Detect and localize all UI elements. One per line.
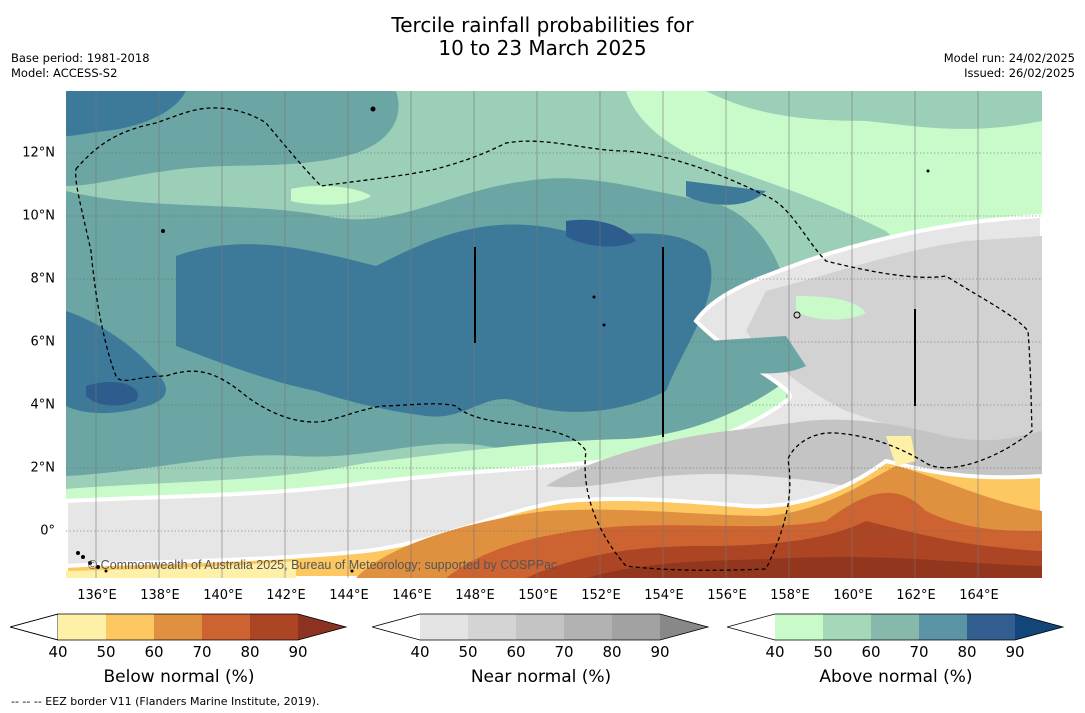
probability-map: © Commonwealth of Australia 2025, Bureau… <box>66 91 1042 578</box>
colorbar-label-below: Below normal (%) <box>103 667 255 687</box>
lon-label: 156°E <box>707 588 747 603</box>
colorbar-near-swatch <box>612 614 660 640</box>
model-run-text: Model run: 24/02/2025 <box>943 51 1075 65</box>
colorbar-tick: 50 <box>96 643 116 661</box>
colorbar-above-extend-high <box>1015 614 1063 640</box>
cross-sections <box>474 247 916 437</box>
lat-label: 4°N <box>30 397 56 413</box>
colorbar-tick: 60 <box>144 643 164 661</box>
lon-label: 160°E <box>833 588 873 603</box>
region-above-50-top <box>706 91 1042 129</box>
colorbar-near-extend-low <box>372 614 420 640</box>
lon-label: 142°E <box>266 588 306 603</box>
region-above-80 <box>566 219 636 247</box>
region-above-80-west <box>86 381 138 406</box>
colorbar-near-swatch <box>468 614 516 640</box>
region-above-40-band <box>66 381 786 501</box>
solomon-islands <box>76 551 354 573</box>
lon-label: 150°E <box>518 588 558 603</box>
copyright-text: © Commonwealth of Australia 2025, Bureau… <box>88 558 557 572</box>
colorbar-label-near: Near normal (%) <box>470 667 612 687</box>
region-below-40 <box>66 561 296 578</box>
colorbar-tick: 80 <box>957 643 977 661</box>
colorbar-tick: 40 <box>765 643 785 661</box>
colorbar-tick: 40 <box>48 643 68 661</box>
colorbar-below-swatch <box>106 614 154 640</box>
colorbar-above-swatch <box>871 614 919 640</box>
region-below-40-patch <box>886 436 916 466</box>
latitude-gridlines <box>66 152 1042 532</box>
lat-label: 2°N <box>30 460 56 476</box>
region-near-50 <box>746 236 1042 471</box>
colorbar-above-swatch <box>919 614 967 640</box>
meta-left: Base period: 1981-2018 Model: ACCESS-S2 <box>11 51 150 81</box>
colorbar-below-swatch <box>154 614 202 640</box>
lat-label: 10°N <box>22 208 55 224</box>
eez-borders <box>75 107 1033 571</box>
colorbar-tick: 80 <box>240 643 260 661</box>
colorbar-tick: 50 <box>458 643 478 661</box>
eez-footnote: -- -- -- EEZ border V11 (Flanders Marine… <box>11 695 320 708</box>
colorbar-above-extend-low <box>727 614 775 640</box>
lon-label: 162°E <box>896 588 936 603</box>
colorbar-tick: 60 <box>506 643 526 661</box>
region-above-40-island <box>796 296 866 320</box>
colorbar-near-normal <box>372 613 710 641</box>
title-line-1: Tercile rainfall probabilities for <box>391 13 694 37</box>
colorbar-tick: 90 <box>288 643 308 661</box>
colorbar-tick: 90 <box>650 643 670 661</box>
lon-label: 136°E <box>77 588 117 603</box>
lon-label: 158°E <box>770 588 810 603</box>
region-above-70 <box>176 224 712 417</box>
chart-title: Tercile rainfall probabilities for 10 to… <box>0 14 1085 60</box>
colorbar-tick: 70 <box>192 643 212 661</box>
meta-right: Model run: 24/02/2025 Issued: 26/02/2025 <box>944 51 1075 81</box>
colorbar-tick: 70 <box>554 643 574 661</box>
colorbar-above-normal <box>727 613 1065 641</box>
colorbar-below-extend-low <box>10 613 59 641</box>
model-text: Model: ACCESS-S2 <box>11 66 118 80</box>
colorbar-near-swatch <box>420 614 468 640</box>
colorbar-tick: 70 <box>909 643 929 661</box>
colorbar-near-swatch <box>564 614 612 640</box>
region-below-90 <box>586 556 1042 578</box>
lon-label: 152°E <box>581 588 621 603</box>
lat-label: 12°N <box>22 145 55 161</box>
title-line-2: 10 to 23 March 2025 <box>438 36 647 60</box>
issued-text: Issued: 26/02/2025 <box>964 66 1075 80</box>
colorbar-above-swatch <box>823 614 871 640</box>
colorbar-above-swatch <box>775 614 823 640</box>
lon-label: 144°E <box>329 588 369 603</box>
colorbar-tick: 80 <box>602 643 622 661</box>
colorbar-tick: 60 <box>861 643 881 661</box>
lon-label: 164°E <box>959 588 999 603</box>
region-above-40-patch <box>291 185 371 205</box>
colorbar-below-swatch <box>202 614 250 640</box>
colorbar-near-extend-high <box>660 614 708 640</box>
lon-label: 154°E <box>644 588 684 603</box>
colorbar-label-above: Above normal (%) <box>819 667 973 687</box>
lon-label: 138°E <box>140 588 180 603</box>
lat-label: 0° <box>40 523 55 539</box>
colorbar-below-normal <box>10 613 348 641</box>
colorbar-near-swatch <box>516 614 564 640</box>
lat-label: 8°N <box>30 271 56 287</box>
colorbar-below-swatch <box>250 614 298 640</box>
base-period-text: Base period: 1981-2018 <box>11 51 150 65</box>
map-panel: © Commonwealth of Australia 2025, Bureau… <box>66 91 1042 578</box>
lat-label: 6°N <box>30 334 56 350</box>
lon-label: 140°E <box>203 588 243 603</box>
islands <box>161 106 930 327</box>
region-above-60-island <box>706 336 806 374</box>
colorbar-tick: 50 <box>813 643 833 661</box>
colorbar-tick: 40 <box>410 643 430 661</box>
colorbar-tick: 90 <box>1005 643 1025 661</box>
colorbar-below-swatch <box>58 614 106 640</box>
colorbar-above-swatch <box>967 614 1015 640</box>
lon-label: 146°E <box>392 588 432 603</box>
colorbar-below-extend-high <box>298 614 346 640</box>
lon-label: 148°E <box>455 588 495 603</box>
